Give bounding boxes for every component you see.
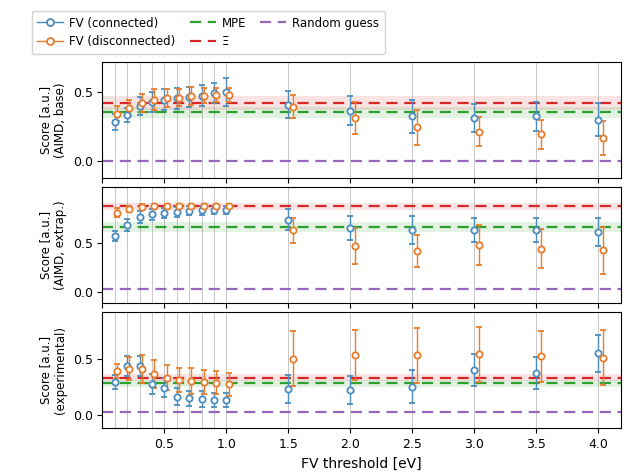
Bar [102,96,621,109]
Bar [102,222,621,232]
Y-axis label: Score [a.u.]
(AIMD, base): Score [a.u.] (AIMD, base) [39,82,67,158]
Y-axis label: Score [a.u.]
(AIMD, extrap.): Score [a.u.] (AIMD, extrap.) [39,200,67,290]
X-axis label: FV threshold [eV]: FV threshold [eV] [301,456,422,471]
Legend: FV (connected), FV (disconnected), MPE, Ξ, Random guess: FV (connected), FV (disconnected), MPE, … [31,10,385,54]
Bar [102,380,621,387]
Bar [102,374,621,381]
Bar [102,107,621,118]
Y-axis label: Score [a.u.]
(experimental): Score [a.u.] (experimental) [39,327,67,415]
Bar [102,203,621,210]
